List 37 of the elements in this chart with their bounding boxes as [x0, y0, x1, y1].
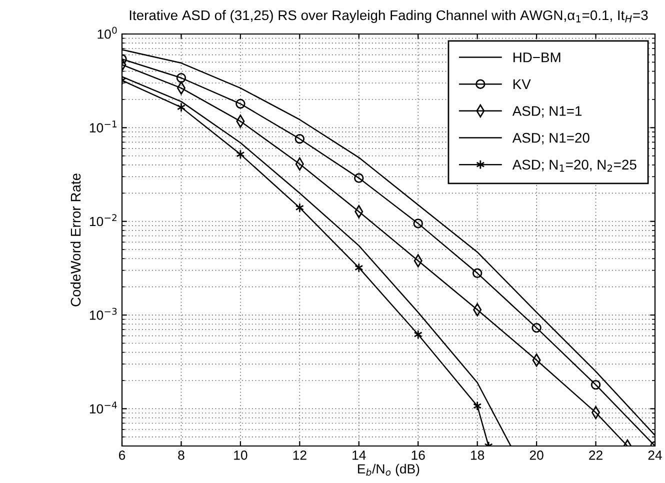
point — [176, 102, 186, 112]
legend-label: HD−BM — [514, 52, 560, 62]
y-tick-label: 10$^{−4}$ — [90, 402, 117, 414]
point — [354, 262, 364, 273]
x-tick-label: 6 — [119, 450, 126, 460]
legend-label: ASD; N1=20 — [512, 132, 590, 144]
x-tick-label: 24 — [648, 450, 662, 460]
point — [176, 73, 186, 83]
chart-title: Iterative ASD of (31,25) RS over Rayleigh Fading Channel with AWGN,α$_{1}$=0.1, It$_{H}$=3 — [130, 10, 648, 23]
point — [236, 98, 246, 109]
point — [532, 322, 542, 333]
x-axis-title: E$_{b}$/N$_{o}$ (dB) — [358, 464, 420, 476]
x-tick-label: 18 — [471, 450, 484, 460]
point — [354, 173, 364, 183]
y-axis-title: CodeWord Error Rate — [70, 174, 81, 306]
point — [473, 401, 482, 411]
legend-label: ASD; N1=1 — [512, 106, 582, 118]
point — [414, 330, 422, 340]
x-tick-label: 8 — [178, 450, 184, 460]
legend-label: KV — [514, 79, 531, 89]
x-tick-label: 20 — [530, 450, 544, 460]
point — [413, 218, 423, 228]
point — [472, 268, 482, 278]
x-tick-label: 16 — [412, 450, 425, 460]
y-tick-label: 10$^{−2}$ — [90, 214, 116, 226]
point — [590, 380, 601, 390]
point — [295, 202, 304, 213]
point — [236, 149, 245, 160]
x-tick-label: 22 — [589, 450, 602, 460]
point — [294, 134, 305, 144]
y-tick-label: 10$^{−3}$ — [90, 308, 117, 320]
y-tick-label: 10$^{0}$ — [98, 26, 117, 39]
x-tick-label: 10 — [234, 450, 248, 460]
x-tick-label: 14 — [352, 450, 366, 460]
y-tick-label: 10$^{−1}$ — [90, 120, 116, 132]
x-tick-label: 12 — [293, 450, 306, 460]
legend-label: ASD; N$_{1}$=20, N$_{2}$=25 — [512, 160, 636, 172]
